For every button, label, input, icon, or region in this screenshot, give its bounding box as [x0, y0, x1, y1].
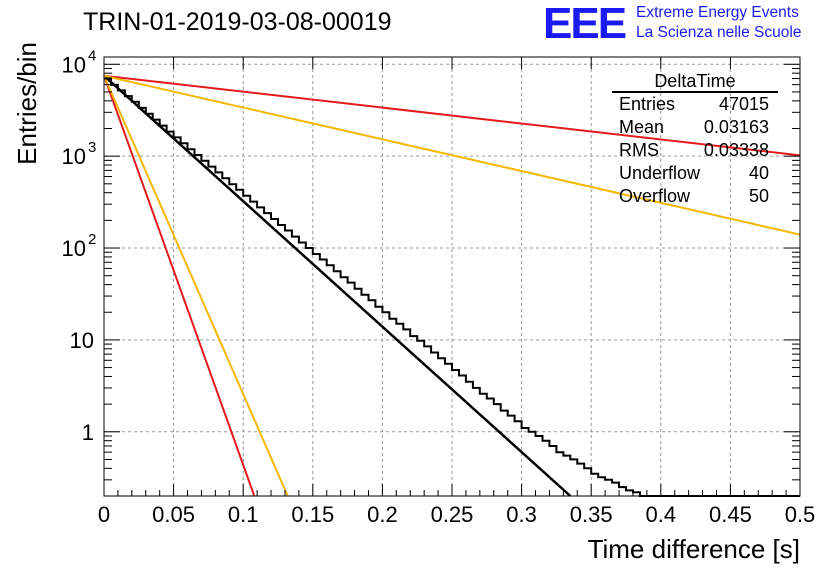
x-tick-label: 0.3	[506, 502, 537, 527]
stat-row: RMS 0.03338	[619, 140, 769, 161]
stat-row: Underflow 40	[619, 163, 769, 184]
y-tick-label: 10	[62, 236, 86, 261]
stat-label: Mean	[619, 117, 665, 137]
stat-value: 0.03338	[703, 140, 769, 160]
y-tick-exponent: 2	[88, 231, 96, 248]
stat-label: Overflow	[619, 186, 691, 206]
stat-value: 47015	[718, 94, 769, 114]
stat-row: Overflow 50	[619, 186, 769, 207]
chart-title: TRIN-01-2019-03-08-00019	[83, 8, 392, 36]
x-tick-label: 0.4	[646, 502, 677, 527]
stat-value: 40	[748, 163, 769, 183]
y-tick-label: 10	[62, 52, 86, 77]
fit-line	[103, 75, 256, 497]
y-tick-label: 10	[62, 144, 86, 169]
x-tick-label: 0.25	[431, 502, 474, 527]
x-tick-label: 0.5	[785, 502, 816, 527]
logo-line-1: Extreme Energy Events	[636, 4, 799, 21]
y-axis-label: Entries/bin	[12, 42, 42, 165]
histogram-outline	[104, 77, 800, 497]
x-tick-label: 0.05	[152, 502, 195, 527]
x-tick-label: 0.35	[570, 502, 613, 527]
stat-label: Entries	[619, 94, 676, 114]
fit-line	[103, 74, 801, 236]
fit-line	[103, 75, 289, 497]
stat-label: Underflow	[619, 163, 701, 183]
stat-row: Mean 0.03163	[619, 117, 769, 138]
eee-logo: EEE	[543, 0, 627, 48]
stat-value: 50	[748, 186, 769, 206]
stat-row: Entries 47015	[619, 94, 769, 115]
stat-label: RMS	[619, 140, 659, 160]
stats-title: DeltaTime	[654, 71, 736, 91]
x-tick-label: 0.45	[709, 502, 752, 527]
x-tick-label: 0.2	[367, 502, 398, 527]
y-tick-exponent: 4	[88, 47, 96, 64]
fit-line	[103, 74, 572, 497]
logo-line-2: La Scienza nelle Scuole	[636, 24, 802, 41]
stat-value: 0.03163	[703, 117, 769, 137]
y-tick-label: 1	[82, 420, 94, 445]
x-tick-label: 0.1	[228, 502, 259, 527]
y-tick-exponent: 3	[88, 139, 96, 156]
x-axis-label: Time difference [s]	[588, 534, 800, 564]
y-tick-label: 10	[70, 328, 94, 353]
x-tick-label: 0.15	[291, 502, 334, 527]
fit-line	[103, 74, 801, 157]
x-tick-label: 0	[98, 502, 110, 527]
